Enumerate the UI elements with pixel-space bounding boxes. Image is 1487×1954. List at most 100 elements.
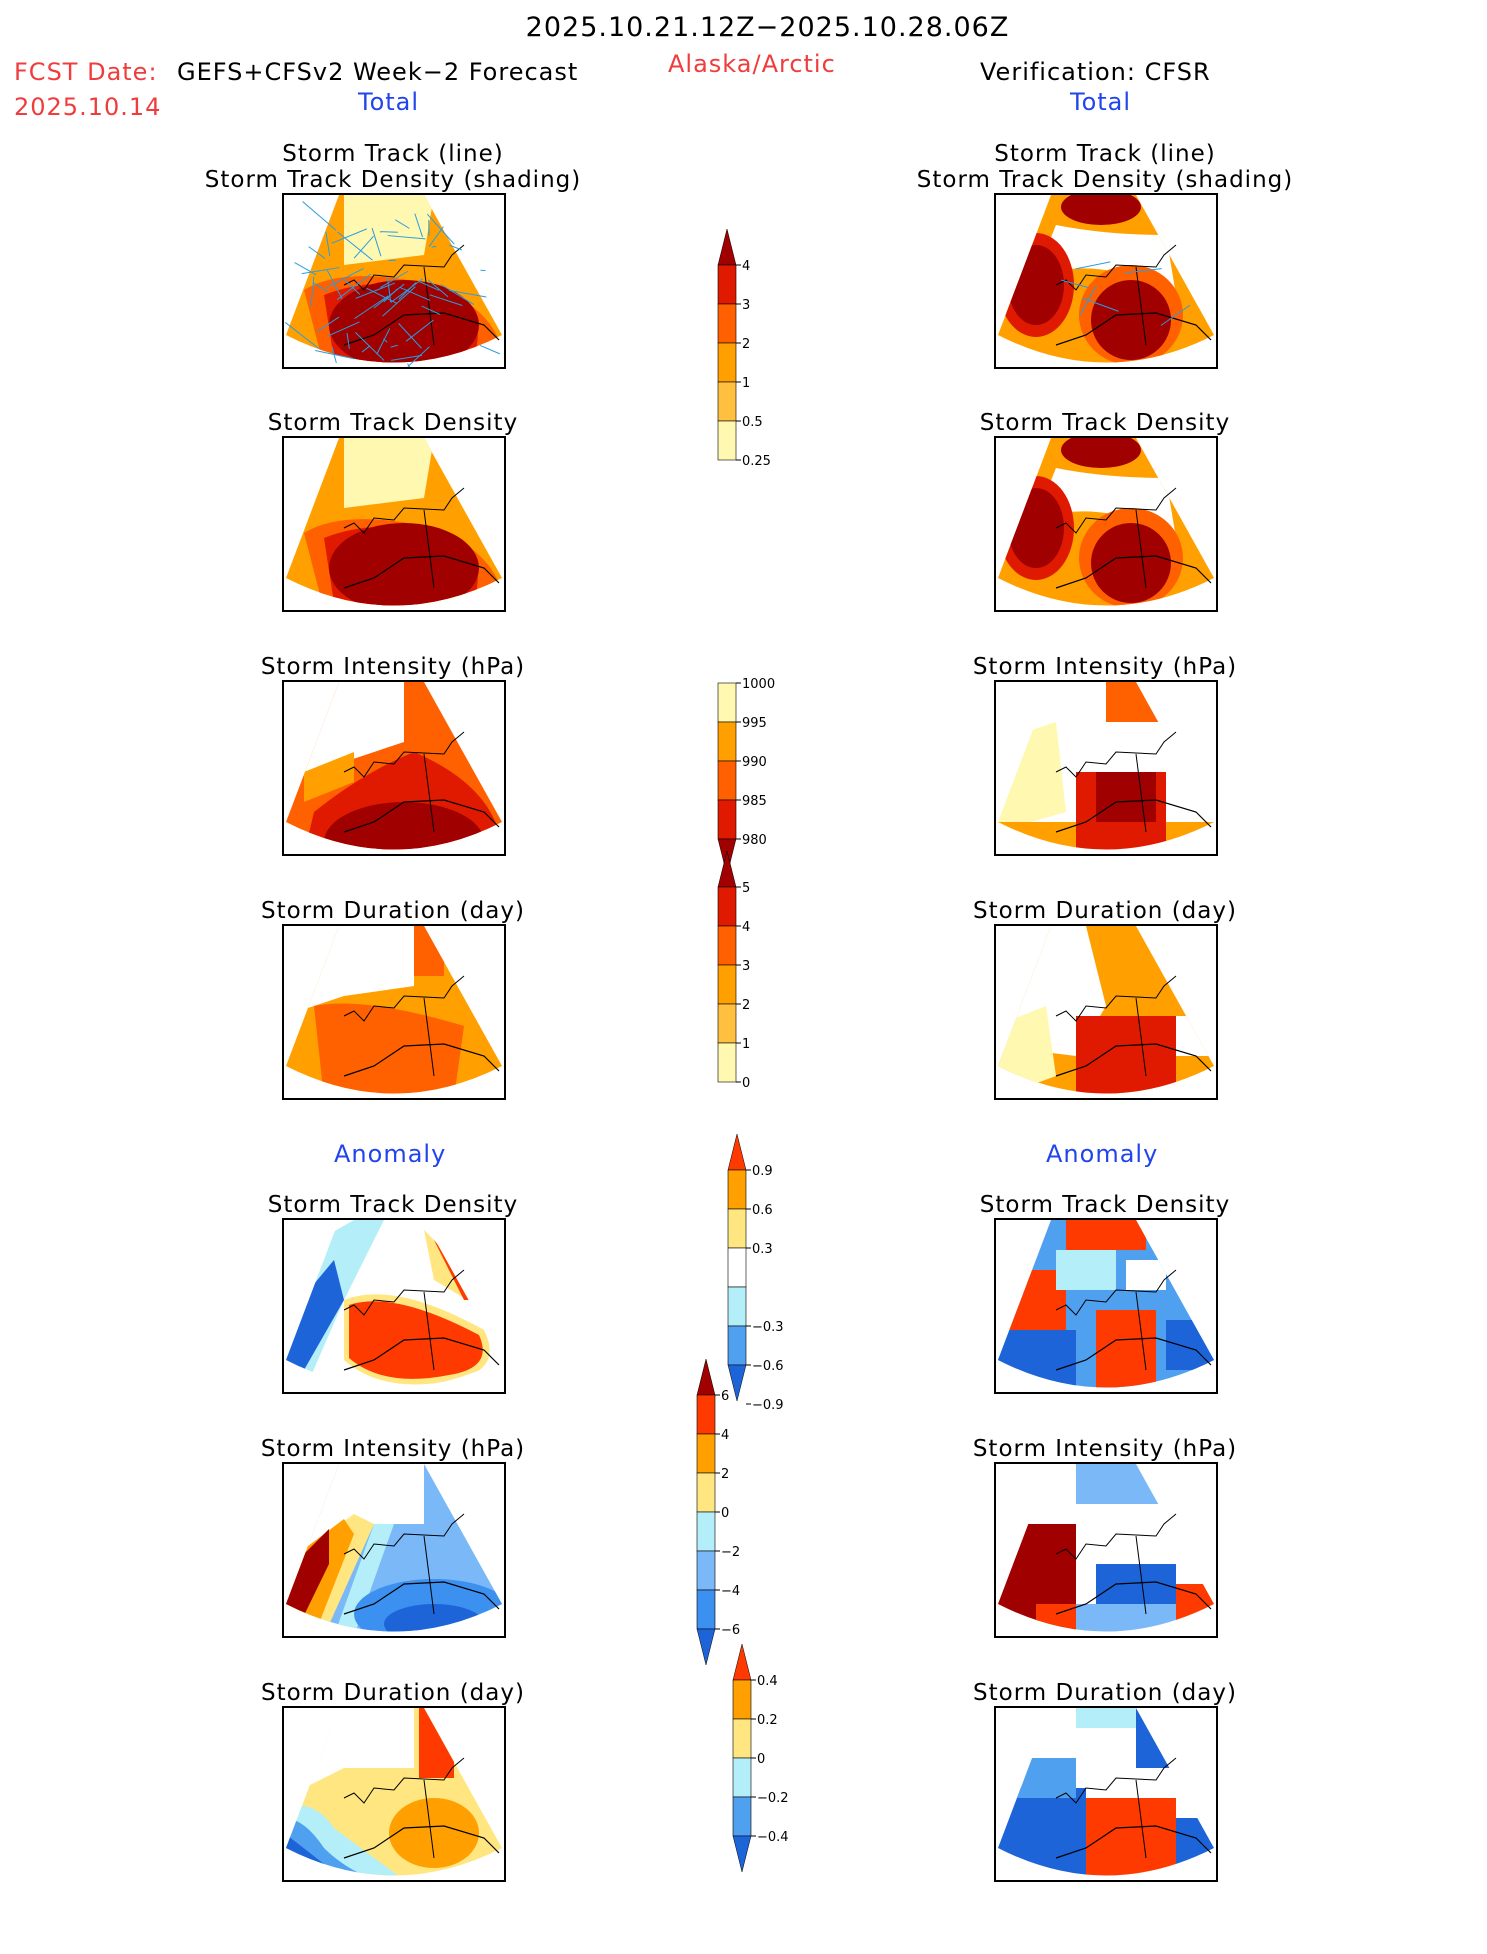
colorbar-segment (718, 926, 736, 965)
colorbar-segment (697, 1551, 715, 1590)
shaded-field (996, 195, 1216, 367)
map-ver-track (996, 195, 1216, 367)
panel-title: Storm Duration (day) (183, 898, 603, 924)
panel-title: Storm Track Density (895, 410, 1315, 436)
map-ver-duration (996, 926, 1216, 1098)
map-ver-intensity (996, 682, 1216, 854)
colorbar-tick-label: 985 (742, 794, 767, 809)
map-ver-duration-anom (996, 1708, 1216, 1880)
shaded-field (284, 195, 504, 367)
section-anomaly-forecast: Anomaly (334, 1142, 446, 1166)
field-neg-ne (1136, 1708, 1186, 1768)
colorbar-duration-anom: 0.4 0.2 0 −0.2 −0.4 (723, 1640, 803, 1954)
shaded-field (996, 926, 1216, 1098)
field-pos-se (1176, 1584, 1216, 1636)
colorbar-tick-label: 995 (742, 716, 767, 731)
colorbar-segment (733, 1719, 751, 1758)
shaded-field (996, 682, 1216, 854)
colorbar-tick-label: 0.2 (757, 1713, 778, 1728)
colorbar-tick-label: 1 (742, 376, 750, 391)
colorbar-segment (718, 265, 736, 304)
colorbar-tick-label: 6 (721, 1389, 729, 1404)
panel-title: Storm Intensity (hPa) (183, 654, 603, 680)
field-south-max (1091, 280, 1171, 360)
field-neg-mid (1076, 1604, 1176, 1636)
colorbar-tick-label: 5 (742, 881, 750, 896)
panel-title: Storm Intensity (hPa) (895, 1436, 1315, 1462)
shaded-field (284, 438, 504, 610)
valid-period-title: 2025.10.21.12Z−2025.10.28.06Z (0, 14, 1487, 41)
map-fcst-duration (284, 926, 504, 1098)
map-panel-fcst-duration-anom (282, 1706, 506, 1882)
colorbar-tick-label: 0.4 (757, 1674, 778, 1689)
field-neg-se (1176, 1818, 1216, 1880)
colorbar-tick-label: 2 (742, 337, 750, 352)
field-pos-max (419, 1708, 454, 1778)
colorbar-tick-label: −0.2 (757, 1791, 789, 1806)
colorbar-segment (697, 1395, 715, 1434)
colorbar-segment (718, 800, 736, 839)
storm-track-line (388, 260, 396, 261)
colorbar-segment (718, 304, 736, 343)
fcst-date-value: 2025.10.14 (14, 95, 161, 119)
colorbar-arrow-top (728, 1134, 746, 1170)
field-neg-weak (1056, 1250, 1116, 1290)
colorbar-tick-label: 3 (742, 298, 750, 313)
shaded-field (996, 1708, 1216, 1880)
colorbar-tick-label: −0.4 (757, 1830, 789, 1845)
field-neg-n (1076, 1464, 1166, 1504)
colorbar-segment (718, 343, 736, 382)
colorbar-segment (718, 887, 736, 926)
field-max (329, 523, 479, 610)
colorbar-tick-label: 1 (742, 1037, 750, 1052)
colorbar-tick-label: −6 (721, 1623, 740, 1638)
storm-track-line (480, 345, 500, 353)
panel-title: Storm Track Density (183, 1192, 603, 1218)
section-total-verification: Total (1070, 90, 1131, 114)
colorbar-tick-label: 990 (742, 755, 767, 770)
panel-subtitle: Storm Track Density (shading) (183, 167, 603, 193)
colorbar-tick-label: −2 (721, 1545, 740, 1560)
map-panel-ver-track (994, 193, 1218, 369)
fcst-date-label: FCST Date: (14, 60, 158, 84)
field-low (344, 438, 434, 508)
map-panel-ver-intensity (994, 680, 1218, 856)
field-none-e (1176, 1016, 1216, 1056)
map-fcst-density-anom (284, 1220, 504, 1392)
colorbar-segment (718, 421, 736, 460)
field-se (1166, 822, 1216, 854)
panel-title: Storm Track (line) (895, 141, 1315, 167)
panel-title: Storm Duration (day) (895, 1680, 1315, 1706)
colorbar-arrow-top (733, 1644, 751, 1680)
field-north (414, 926, 444, 976)
colorbar-segment (697, 1512, 715, 1551)
shaded-field (284, 1708, 504, 1880)
panel-title: Storm Track Density (183, 410, 603, 436)
field-neg-sw (996, 1330, 1076, 1392)
map-fcst-intensity (284, 682, 504, 854)
shaded-field (996, 438, 1216, 610)
map-panel-fcst-intensity-anom (282, 1462, 506, 1638)
shaded-field (996, 1220, 1216, 1392)
colorbar-segment (733, 1797, 751, 1836)
colorbar-segment (697, 1473, 715, 1512)
colorbar-tick-label: 0 (721, 1506, 729, 1521)
colorbar-tick-label: 0 (757, 1752, 765, 1767)
colorbar-segment (697, 1590, 715, 1629)
colorbar-tick-label: 1000 (742, 677, 775, 692)
colorbar-arrow-bottom (733, 1836, 751, 1872)
map-panel-fcst-density (282, 436, 506, 612)
model-label: GEFS+CFSv2 Week−2 Forecast (177, 60, 578, 84)
colorbar-tick-label: 4 (742, 259, 750, 274)
colorbar-segment (728, 1287, 746, 1326)
section-total-forecast: Total (358, 90, 419, 114)
field-north (1106, 682, 1166, 722)
colorbar-tick-label: 4 (742, 920, 750, 935)
colorbar-tick-label: 0.9 (752, 1164, 773, 1179)
colorbar-arrow-top (718, 851, 736, 887)
colorbar-tick-label: 980 (742, 833, 767, 848)
colorbar-segment (697, 1434, 715, 1473)
colorbar-segment (718, 1043, 736, 1082)
colorbar-segment (728, 1209, 746, 1248)
